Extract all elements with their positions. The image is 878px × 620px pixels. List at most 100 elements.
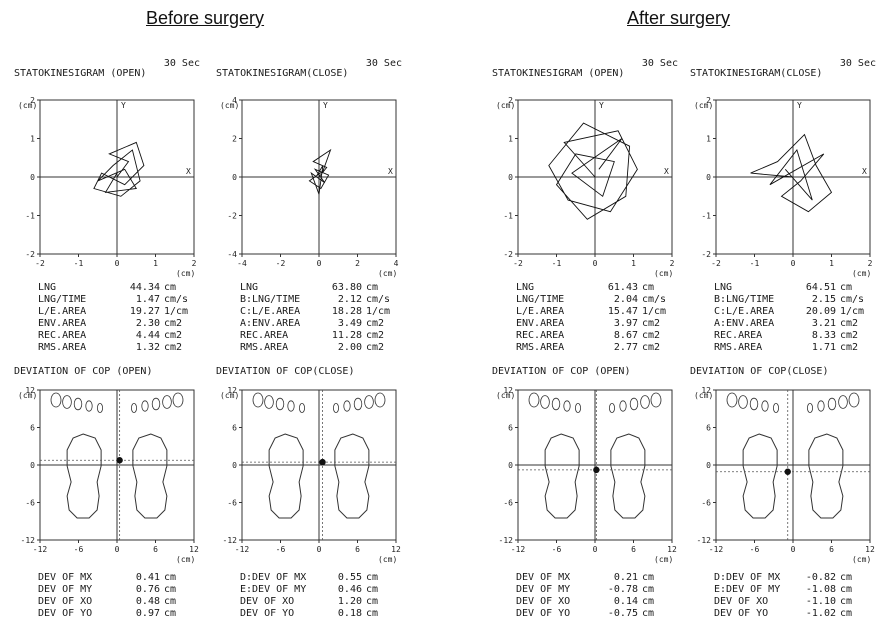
- stat-unit: cm: [164, 572, 177, 583]
- stat-label: LNG: [714, 282, 733, 293]
- sk-x-tick-label: 1: [153, 259, 158, 268]
- stat-label: RMS.AREA: [516, 342, 565, 353]
- left-foot-outline: [268, 433, 304, 519]
- x-axis-name: X: [186, 167, 191, 176]
- cop-y-tick-label: 6: [706, 424, 711, 433]
- stat-value: 1.47: [135, 294, 160, 305]
- sk-x-tick-label: 0: [791, 259, 796, 268]
- left-toe-outline: [62, 395, 72, 409]
- stat-value: -0.82: [805, 572, 836, 583]
- sk-x-tick-label: 2: [670, 259, 675, 268]
- cop-deviation-stats-table: DEV OF MX 0.41 cm DEV OF MY 0.76 cm DEV OF XO 0…: [38, 572, 204, 620]
- x-axis-name: X: [862, 167, 867, 176]
- stat-label: L/E.AREA: [38, 306, 87, 317]
- stat-unit: cm2: [164, 342, 183, 353]
- cop-x-tick-label: 0: [317, 545, 322, 554]
- cop-cluster-mark: [593, 466, 600, 474]
- stat-label: B:LNG/TIME: [714, 294, 775, 305]
- sk-x-tick-label: -4: [237, 259, 247, 268]
- stat-value: -1.10: [805, 596, 836, 607]
- stat-row: LNG/TIME 2.04 cm/s: [516, 294, 682, 306]
- stat-value: 8.33: [811, 330, 836, 341]
- stat-label: DEV OF XO: [714, 596, 769, 607]
- cop-x-tick-label: -12: [235, 545, 250, 554]
- stat-row: ENV.AREA 2.30 cm2: [38, 318, 204, 330]
- stat-row: LNG 61.43 cm: [516, 282, 682, 294]
- chart-panel: 30 Sec STATOKINESIGRAM (OPEN) -2 -1 0 1 2 2 1 0 -1…: [12, 56, 208, 620]
- stat-label: C:L/E.AREA: [240, 306, 301, 317]
- stat-label: LNG/TIME: [38, 294, 87, 305]
- stat-label: LNG: [516, 282, 535, 293]
- cop-x-tick-label: -6: [74, 545, 84, 554]
- stat-row: REC.AREA 8.33 cm2: [714, 330, 878, 342]
- stat-row: L/E.AREA 15.47 1/cm: [516, 306, 682, 318]
- x-axis-name: X: [388, 167, 393, 176]
- stat-unit: cm: [164, 596, 177, 607]
- cop-y-tick-label: -6: [503, 499, 513, 508]
- cop-y-tick-label: 6: [508, 424, 513, 433]
- left-toe-outline: [73, 397, 83, 411]
- right-toe-outline: [650, 392, 662, 408]
- stat-label: RMS.AREA: [240, 342, 289, 353]
- cop-x-unit-label: (cm): [378, 555, 397, 564]
- cop-y-unit-label: (cm): [220, 391, 239, 400]
- stat-value: 63.80: [331, 282, 362, 293]
- sk-y-tick-label: -2: [701, 250, 711, 259]
- cop-deviation-title: DEVIATION OF COP(CLOSE): [690, 366, 829, 377]
- stat-unit: cm: [840, 596, 853, 607]
- right-foot-outline: [334, 433, 370, 519]
- stat-row: DEV OF XO 0.48 cm: [38, 596, 204, 608]
- cop-x-tick-label: 0: [115, 545, 120, 554]
- right-toe-outline: [141, 400, 149, 412]
- stat-row: RMS.AREA 2.00 cm2: [240, 342, 406, 354]
- sway-trace-line: [750, 133, 833, 213]
- duration-label: 30 Sec: [641, 58, 678, 69]
- cop-x-unit-label: (cm): [852, 555, 871, 564]
- right-toe-outline: [619, 400, 627, 412]
- cop-y-tick-label: -6: [25, 499, 35, 508]
- left-toe-outline: [761, 400, 769, 412]
- stat-unit: cm: [366, 584, 379, 595]
- stat-row: A:ENV.AREA 3.49 cm2: [240, 318, 406, 330]
- cop-x-tick-label: 6: [631, 545, 636, 554]
- stat-value: 11.28: [331, 330, 362, 341]
- left-toe-outline: [749, 397, 759, 411]
- stat-unit: cm/s: [642, 294, 667, 305]
- left-toe-outline: [275, 397, 285, 411]
- stat-label: DEV OF XO: [516, 596, 571, 607]
- stat-unit: cm: [366, 282, 379, 293]
- left-toe-outline: [299, 402, 306, 413]
- stat-unit: cm: [366, 572, 379, 583]
- stat-label: DEV OF XO: [240, 596, 295, 607]
- right-toe-outline: [817, 400, 825, 412]
- statokinesigram-chart: -2 -1 0 1 2 2 1 0 -1 -2 (cm) (cm) Y X: [694, 96, 873, 278]
- cop-deviation-title: DEVIATION OF COP (OPEN): [14, 366, 153, 377]
- stat-label: REC.AREA: [38, 330, 87, 341]
- cop-deviation-stats-table: D:DEV OF MX -0.82 cm E:DEV OF MY -1.08 cm DEV …: [714, 572, 878, 620]
- stat-unit: 1/cm: [642, 306, 667, 317]
- stat-value: 8.67: [613, 330, 638, 341]
- stat-row: RMS.AREA 2.77 cm2: [516, 342, 682, 354]
- stat-unit: cm: [840, 282, 853, 293]
- stat-unit: cm2: [840, 318, 859, 329]
- stat-unit: cm: [642, 596, 655, 607]
- stat-row: DEV OF MY -0.78 cm: [516, 584, 682, 596]
- cop-deviation-stats-table: D:DEV OF MX 0.55 cm E:DEV OF MY 0.46 cm DEV OF…: [240, 572, 406, 620]
- stat-value: 1.20: [337, 596, 362, 607]
- stat-row: REC.AREA 4.44 cm2: [38, 330, 204, 342]
- stat-unit: 1/cm: [366, 306, 391, 317]
- stat-label: ENV.AREA: [38, 318, 87, 329]
- cop-x-unit-label: (cm): [176, 555, 195, 564]
- stat-value: 0.46: [337, 584, 362, 595]
- statokinesigram-chart: -2 -1 0 1 2 2 1 0 -1 -2 (cm) (cm) Y X: [496, 96, 675, 278]
- stat-label: DEV OF YO: [240, 608, 295, 619]
- x-axis-name: X: [664, 167, 669, 176]
- stat-unit: cm2: [642, 330, 661, 341]
- sk-y-tick-label: 1: [706, 135, 711, 144]
- statokinesigram-title: STATOKINESIGRAM (OPEN): [492, 68, 625, 79]
- sway-trace-line: [93, 141, 145, 197]
- left-toe-outline: [575, 402, 582, 413]
- stat-row: DEV OF XO -1.10 cm: [714, 596, 878, 608]
- stat-label: B:LNG/TIME: [240, 294, 301, 305]
- cop-y-tick-label: 0: [508, 461, 513, 470]
